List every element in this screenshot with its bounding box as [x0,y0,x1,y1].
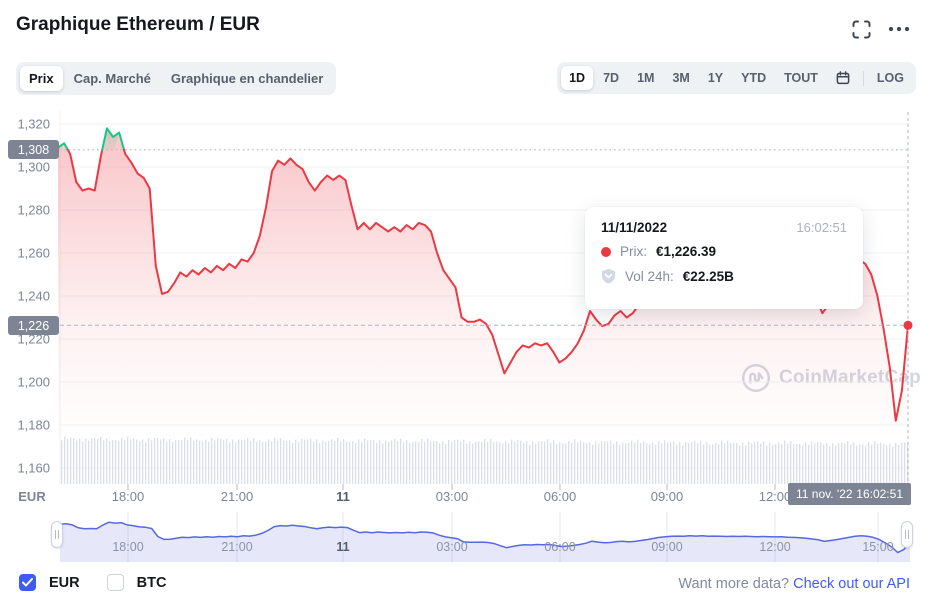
svg-text:1,200: 1,200 [17,375,50,390]
more-options-icon[interactable] [888,18,910,40]
page-title: Graphique Ethereum / EUR [16,14,260,35]
currency-toggles: EUR BTC [19,574,166,591]
range-tab-ytd[interactable]: YTD [733,66,774,90]
tooltip-vol-label: Vol 24h: [625,268,674,284]
fullscreen-icon[interactable] [850,18,872,40]
tooltip-vol-value: €22.25B [682,268,734,284]
range-tab-tout[interactable]: TOUT [776,66,826,90]
view-tab-cap-march-[interactable]: Cap. Marché [65,66,160,91]
prev-close-price-badge: 1,308 [8,140,59,159]
toolbar-divider [862,70,864,86]
range-tabs: 1D 7D 1M 3M 1Y YTD TOUT LOG [557,62,916,94]
svg-text:1,300: 1,300 [17,160,50,175]
svg-text:1,260: 1,260 [17,246,50,261]
svg-text:1,160: 1,160 [17,461,50,476]
range-selector-area[interactable] [60,512,910,562]
range-tab-1d[interactable]: 1D [561,66,594,90]
svg-text:06:00: 06:00 [544,489,577,504]
api-promo-link[interactable]: Check out our API [793,576,910,592]
log-scale-button[interactable]: LOG [869,66,912,90]
unchecked-checkbox-icon[interactable] [106,574,124,591]
range-tab-7d[interactable]: 7D [595,66,627,90]
svg-text:1,240: 1,240 [17,289,50,304]
svg-text:09:00: 09:00 [651,489,684,504]
currency-toggle-btc[interactable]: BTC [106,574,167,591]
chart-footer: EUR BTC Want more data? Check out our API [0,566,932,609]
calendar-icon[interactable] [828,67,858,89]
range-tab-1m[interactable]: 1M [629,66,662,90]
tooltip-date: 11/11/2022 [601,220,668,235]
svg-text:1,320: 1,320 [17,117,50,132]
y-axis-currency-label: EUR [18,489,46,504]
svg-text:18:00: 18:00 [112,489,145,504]
range-tab-3m[interactable]: 3M [664,66,697,90]
range-tab-1y[interactable]: 1Y [700,66,731,90]
tooltip-price-value: €1,226.39 [656,244,717,259]
header-actions [850,18,910,40]
currency-label: EUR [49,574,80,591]
checked-checkbox-icon[interactable] [19,574,36,591]
tooltip-price-label: Prix: [620,244,647,259]
range-handle-left[interactable] [51,521,63,548]
chart-type-tabs: Prix Cap. Marché Graphique en chandelier [16,62,337,95]
svg-text:11: 11 [336,489,350,504]
svg-text:1,180: 1,180 [17,418,50,433]
range-handle-right[interactable] [901,521,913,548]
chart-tooltip: 11/11/2022 16:02:51 Prix: €1,226.39 Vol … [585,207,863,309]
svg-text:21:00: 21:00 [221,489,254,504]
current-price-badge: 1,226 [8,316,59,335]
view-tab-prix[interactable]: Prix [20,66,63,91]
price-series-dot-icon [601,246,611,257]
view-tab-graphique-en-chandelier[interactable]: Graphique en chandelier [162,66,332,91]
currency-toggle-eur[interactable]: EUR [19,574,80,591]
svg-text:12:00: 12:00 [759,489,792,504]
svg-text:03:00: 03:00 [436,489,469,504]
api-promo: Want more data? Check out our API [678,576,910,592]
volume-shield-icon [602,268,615,284]
crosshair-datetime-badge: 11 nov. '22 16:02:51 [788,483,911,505]
tooltip-time: 16:02:51 [796,220,847,235]
currency-label: BTC [136,574,167,591]
svg-text:1,280: 1,280 [17,203,50,218]
